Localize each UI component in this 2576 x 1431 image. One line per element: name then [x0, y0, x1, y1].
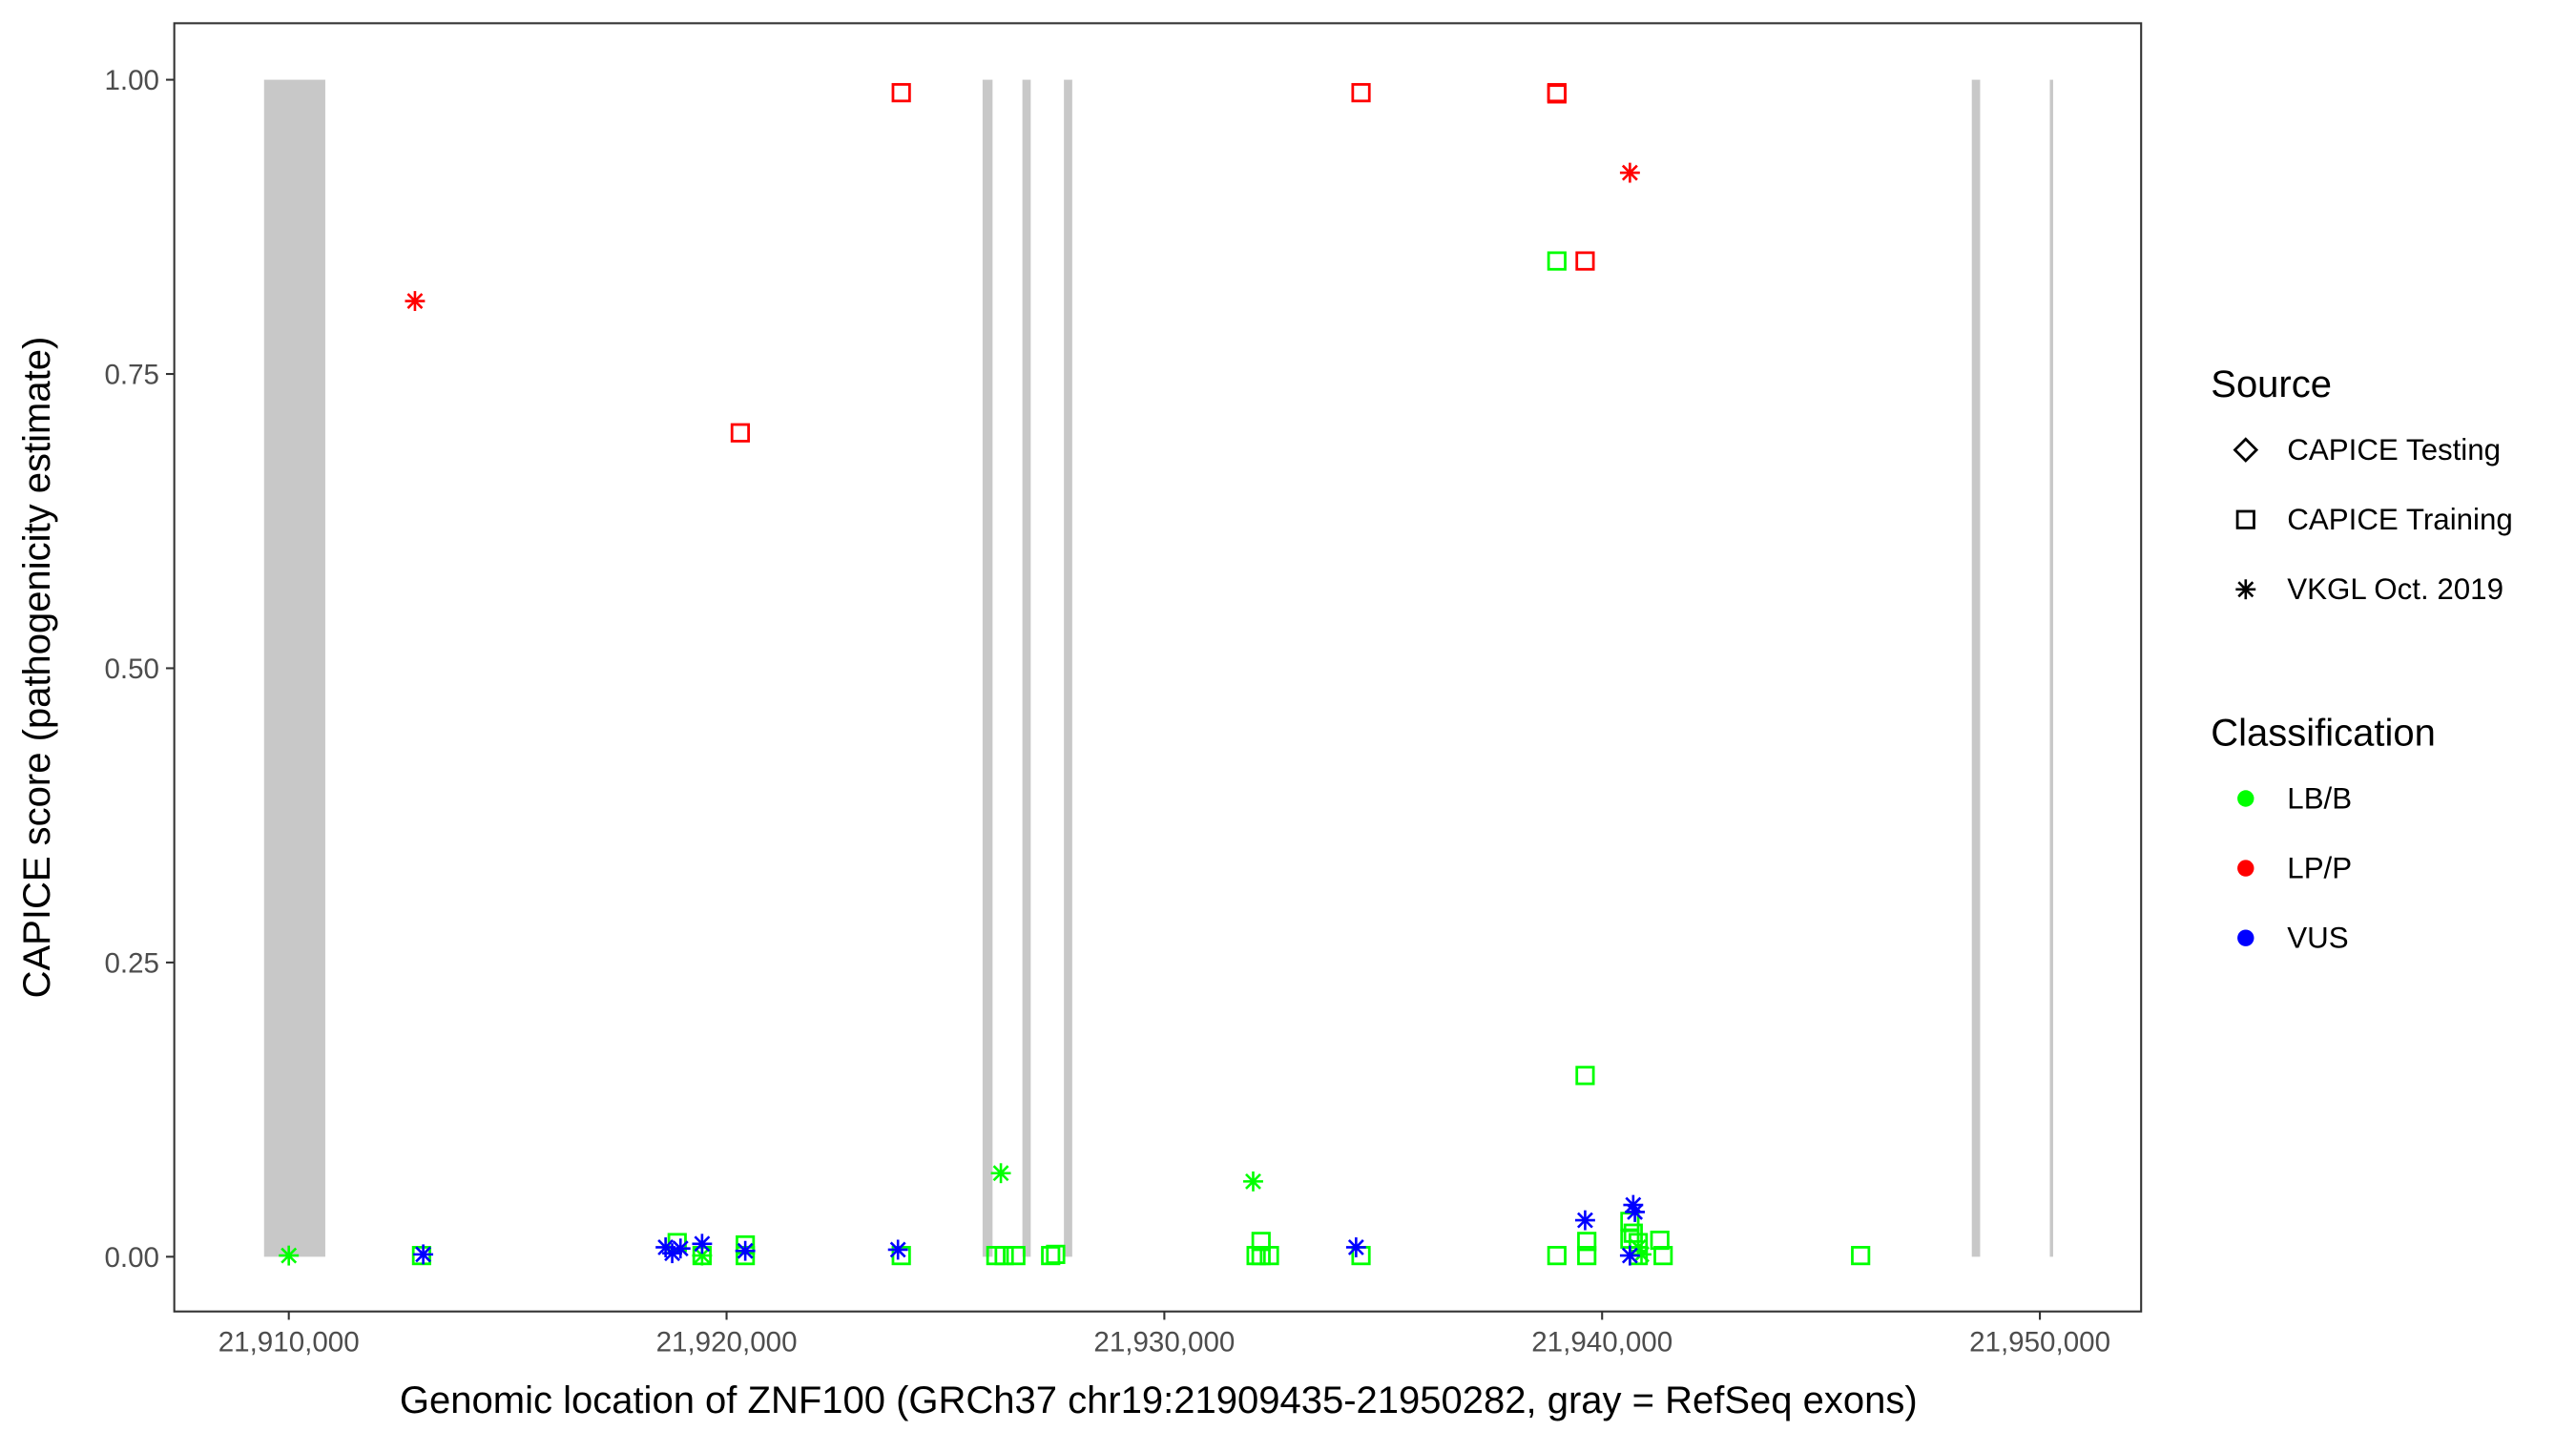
point: [1577, 1232, 1597, 1252]
legend-label: LB/B: [2287, 781, 2352, 815]
y-tick-label: 0.50: [104, 653, 159, 685]
point: [1243, 1171, 1263, 1192]
legend-label: LP/P: [2287, 852, 2352, 885]
asterisk-stroke: [1245, 1172, 1261, 1190]
point: [1574, 1210, 1595, 1231]
point: [670, 1238, 691, 1259]
point: [891, 83, 911, 103]
point: [413, 1244, 434, 1265]
plot-area: [263, 79, 2053, 1266]
point: [1547, 84, 1567, 104]
point: [1625, 1202, 1646, 1222]
exon: [1971, 79, 1981, 1257]
point: [2233, 437, 2259, 463]
point: [1575, 251, 1595, 271]
point: [1259, 1246, 1279, 1266]
asterisk-stroke: [672, 1240, 689, 1257]
exon: [982, 79, 993, 1257]
asterisk-stroke: [889, 1241, 906, 1258]
point: [405, 291, 426, 311]
asterisk-stroke: [415, 1246, 432, 1263]
asterisk-stroke: [694, 1247, 711, 1264]
point: [1351, 83, 1371, 103]
y-tick-label: 0.25: [104, 947, 159, 979]
point: [1619, 1245, 1640, 1266]
x-tick-label: 21,930,000: [1093, 1326, 1235, 1358]
panel: [174, 23, 2142, 1312]
asterisk-stroke: [1347, 1239, 1364, 1255]
x-axis-title: Genomic location of ZNF100 (GRCh37 chr19…: [400, 1379, 1918, 1421]
legend-label: VUS: [2287, 922, 2348, 955]
x-tick-label: 21,920,000: [656, 1326, 798, 1358]
asterisk-stroke: [1633, 1246, 1650, 1263]
legend-key: [2237, 860, 2254, 877]
point: [730, 423, 750, 443]
point: [1046, 1244, 1066, 1264]
legend-key: [2237, 790, 2254, 807]
point: [1653, 1246, 1673, 1266]
legend-label: VKGL Oct. 2019: [2287, 572, 2503, 606]
point: [1345, 1237, 1366, 1257]
legend-title: Source: [2211, 363, 2332, 405]
asterisk-stroke: [737, 1242, 754, 1259]
point: [2235, 509, 2255, 529]
x-tick-label: 21,950,000: [1969, 1326, 2110, 1358]
point: [735, 1240, 756, 1261]
asterisk-stroke: [992, 1165, 1009, 1182]
point: [2235, 579, 2256, 600]
legend-key: [2237, 929, 2254, 946]
y-tick-label: 0.00: [104, 1242, 159, 1274]
y-tick-label: 0.75: [104, 359, 159, 390]
point: [1547, 1246, 1567, 1266]
legend-label: CAPICE Testing: [2287, 433, 2501, 467]
point: [887, 1239, 908, 1260]
exon: [263, 79, 325, 1257]
point: [990, 1163, 1011, 1184]
y-tick-label: 1.00: [104, 65, 159, 96]
point: [1577, 1246, 1597, 1266]
y-axis-title: CAPICE score (pathogenicity estimate): [16, 337, 58, 999]
exon: [2049, 79, 2053, 1257]
exon: [1022, 79, 1031, 1257]
legend-title: Classification: [2211, 712, 2436, 754]
point: [1547, 251, 1567, 271]
point: [1619, 162, 1640, 183]
asterisk-stroke: [280, 1247, 298, 1264]
point: [692, 1234, 713, 1255]
asterisk-stroke: [1627, 1204, 1644, 1220]
asterisk-stroke: [1621, 164, 1638, 181]
x-tick-label: 21,940,000: [1531, 1326, 1672, 1358]
x-tick-label: 21,910,000: [218, 1326, 360, 1358]
asterisk-stroke: [406, 293, 424, 309]
point: [279, 1245, 300, 1266]
point: [1575, 1066, 1595, 1086]
asterisk-stroke: [1621, 1247, 1638, 1264]
exon: [1064, 79, 1072, 1257]
point: [994, 1246, 1014, 1266]
asterisk-stroke: [1625, 1196, 1642, 1213]
point: [1006, 1246, 1026, 1266]
point: [1851, 1246, 1871, 1266]
legend-label: CAPICE Training: [2287, 503, 2513, 536]
asterisk-stroke: [1576, 1212, 1593, 1229]
asterisk-stroke: [2237, 581, 2254, 598]
asterisk-stroke: [694, 1235, 711, 1253]
